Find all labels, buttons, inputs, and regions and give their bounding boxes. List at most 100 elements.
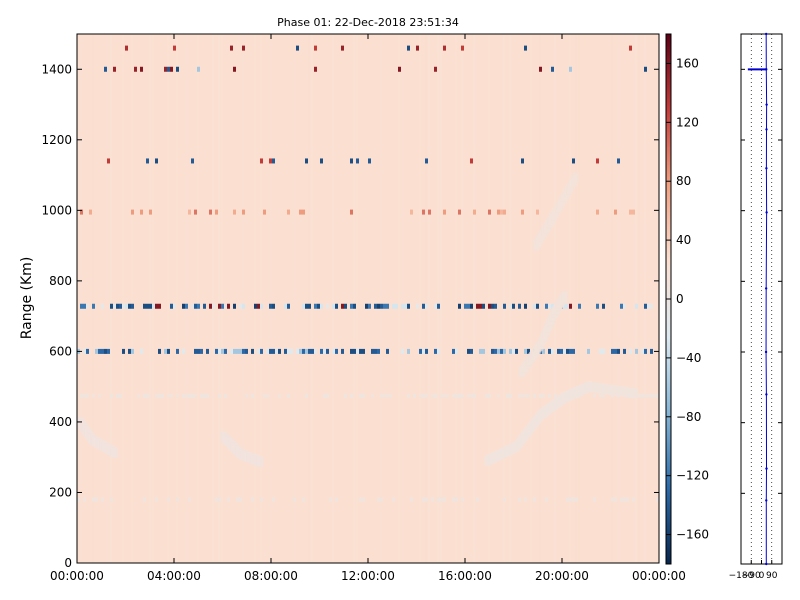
heatmap-band-cell [242,303,245,309]
heatmap-band-cell [656,393,659,398]
heatmap-band-cell [221,303,224,309]
heatmap-band-cell [497,393,500,398]
heatmap-band-cell [101,497,104,502]
x-tick-label: 04:00:00 [147,569,201,583]
heatmap-band-cell [272,158,275,164]
heatmap-band-cell [623,497,626,502]
heatmap-band-cell [596,209,599,215]
heatmap-band-cell [269,158,272,164]
profile-point [764,287,768,290]
heatmap-band-cell [194,209,197,215]
heatmap-band-cell [239,303,242,309]
profile-x-axis: −180−900 90 [729,560,778,581]
heatmap-band-cell [119,303,122,309]
heatmap-band-cell [470,158,473,164]
heatmap-band-cell [224,393,227,398]
heatmap-band-cell [221,348,224,354]
heatmap-band-cell [203,393,206,398]
x-tick-label: 12:00:00 [341,569,395,583]
heatmap-band-cell [422,209,425,215]
heatmap-band-cell [182,348,185,354]
heatmap-band-cell [233,303,236,309]
heatmap-texture-column [332,34,334,563]
heatmap-texture-column [284,34,286,563]
heatmap-texture-column [215,34,217,563]
heatmap-texture-column [311,34,313,563]
heatmap-band-cell [539,393,542,398]
x-tick-label: 08:00:00 [244,569,298,583]
heatmap-band-cell [635,348,638,354]
chart-title: Phase 01: 22-Dec-2018 23:51:34 [277,16,459,29]
heatmap-band-cell [302,303,305,309]
heatmap-band-cell [350,393,353,398]
heatmap-texture-column [212,34,214,563]
heatmap-texture-column [80,34,82,563]
heatmap-band-cell [653,393,656,398]
heatmap-texture-column [503,34,505,563]
heatmap-band-cell [128,303,131,309]
heatmap-band-cell [572,348,575,354]
heatmap-band-cell [149,303,152,309]
heatmap-band-cell [425,303,428,309]
heatmap-band-cell [257,303,260,309]
heatmap-band-cell [524,393,527,398]
heatmap-band-cell [593,497,596,502]
heatmap-band-cell [83,303,86,309]
heatmap-band-cell [92,393,95,398]
heatmap-texture-column [92,34,94,563]
heatmap-band-cell [305,158,308,164]
heatmap-band-cell [107,158,110,164]
y-tick-label: 1400 [41,62,72,76]
heatmap-band-cell [335,348,338,354]
profile-point [765,103,768,106]
heatmap-band-cell [341,45,344,51]
heatmap-band-cell [566,303,569,309]
heatmap-band-cell [263,209,266,215]
heatmap-band-cell [203,303,206,309]
heatmap-band-cell [374,348,377,354]
heatmap-band-cell [515,348,518,354]
y-tick-label: 400 [49,415,72,429]
heatmap-band-cell [260,348,263,354]
heatmap-band-cell [296,348,299,354]
heatmap-band-cell [494,348,497,354]
heatmap-band-cell [263,393,266,398]
heatmap-band-cell [512,303,515,309]
heatmap-band-cell [392,303,395,309]
heatmap-band-cell [497,348,500,354]
heatmap-band-cell [404,303,407,309]
heatmap-band-cell [422,303,425,309]
heatmap-band-cell [419,393,422,398]
heatmap-band-cell [620,303,623,309]
heatmap-band-cell [425,393,428,398]
heatmap-band-cell [440,393,443,398]
heatmap-band-cell [188,393,191,398]
heatmap-band-cell [362,393,365,398]
heatmap-band-cell [305,348,308,354]
heatmap-texture-column [599,34,601,563]
heatmap-band-cell [176,66,179,72]
heatmap-band-cell [128,348,131,354]
heatmap-band-cell [383,303,386,309]
colorbar-ticks: −160 −120 −80 −40 0 40 80 120 160 [666,56,709,542]
heatmap-band-cell [131,303,134,309]
heatmap-band-cell [224,348,227,354]
heatmap-band-cell [407,45,410,51]
heatmap-band-cell [635,303,638,309]
heatmap-band-cell [629,45,632,51]
y-tick-label: 600 [49,344,72,358]
heatmap-band-cell [524,303,527,309]
heatmap-band-cell [557,348,560,354]
heatmap-band-cell [509,348,512,354]
heatmap-band-cell [269,303,272,309]
heatmap-band-cell [443,497,446,502]
heatmap-band-cell [230,348,233,354]
heatmap-band-cell [602,393,605,398]
heatmap-band-cell [95,348,98,354]
heatmap-band-cell [320,348,323,354]
heatmap-band-cell [500,348,503,354]
profile-point [765,562,768,566]
heatmap-band-cell [542,348,545,354]
heatmap-band-cell [545,497,548,502]
heatmap-texture-column [635,34,637,563]
